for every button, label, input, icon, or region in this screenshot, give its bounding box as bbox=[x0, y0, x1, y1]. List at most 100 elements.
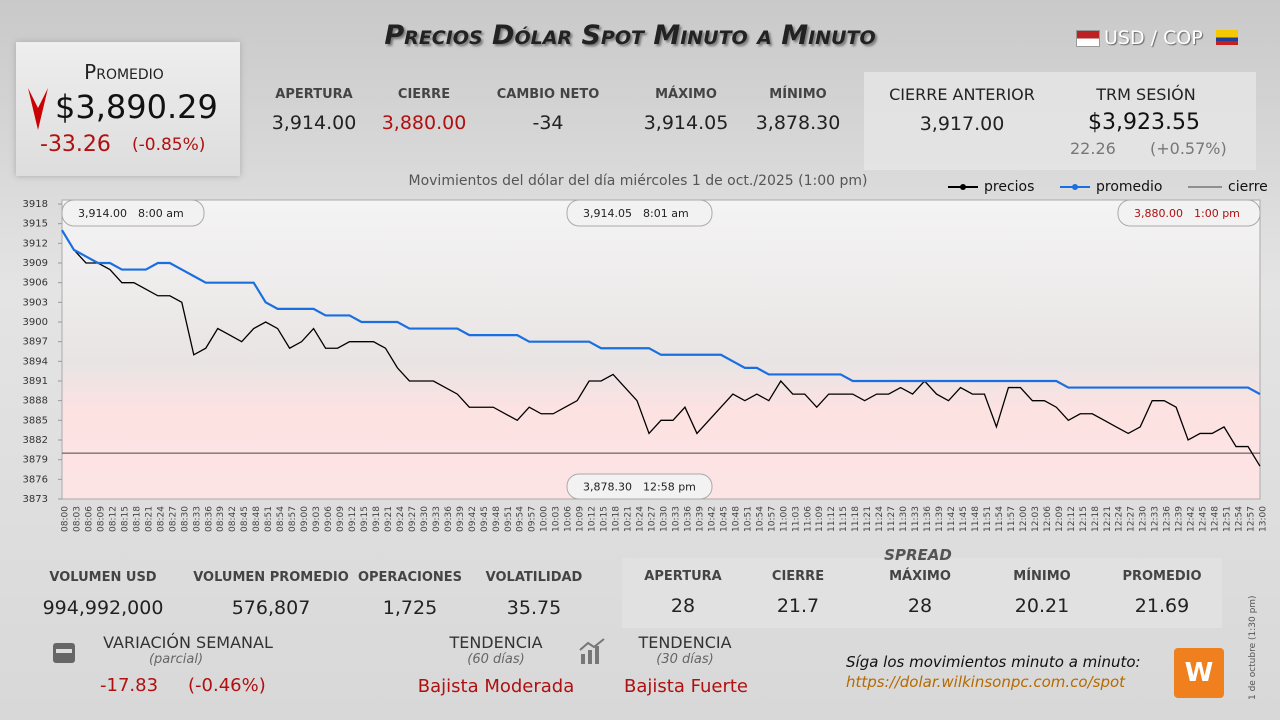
x-tick-label: 09:51 bbox=[504, 506, 514, 532]
x-tick-label: 09:33 bbox=[432, 506, 442, 532]
y-tick-label: 3912 bbox=[23, 238, 48, 249]
x-tick-label: 10:09 bbox=[576, 506, 586, 532]
trm-change-pct: (+0.57%) bbox=[1150, 139, 1227, 158]
y-tick-label: 3894 bbox=[23, 356, 48, 367]
x-tick-label: 11:06 bbox=[803, 506, 813, 532]
x-tick-label: 12:54 bbox=[1235, 506, 1245, 532]
x-tick-label: 11:51 bbox=[983, 506, 993, 532]
y-tick-label: 3891 bbox=[23, 376, 48, 387]
x-tick-label: 10:15 bbox=[600, 506, 610, 532]
x-tick-label: 11:48 bbox=[971, 506, 981, 532]
x-tick-label: 10:42 bbox=[707, 506, 717, 532]
down-arrow bbox=[28, 88, 48, 130]
footer-text: Síga los movimientos minuto a minuto: bbox=[846, 653, 1141, 671]
x-tick-label: 08:51 bbox=[264, 506, 274, 532]
x-tick-label: 12:39 bbox=[1175, 506, 1185, 532]
spread-label: CIERRE bbox=[771, 569, 825, 584]
session-label: MÁXIMO bbox=[655, 87, 717, 102]
calendar-icon bbox=[53, 643, 75, 663]
series-line bbox=[61, 229, 1261, 467]
y-tick-label: 3906 bbox=[23, 278, 48, 289]
trend30-note: (30 días) bbox=[656, 652, 714, 667]
x-tick-label: 12:45 bbox=[1199, 506, 1209, 532]
y-tick-label: 3879 bbox=[23, 455, 48, 466]
weekly-change-pct: (-0.46%) bbox=[188, 675, 266, 696]
spread-title: SPREAD bbox=[884, 546, 952, 564]
x-tick-label: 12:24 bbox=[1115, 506, 1125, 532]
x-tick-label: 09:42 bbox=[468, 506, 478, 532]
x-tick-label: 12:57 bbox=[1247, 506, 1257, 532]
y-tick-label: 3882 bbox=[23, 435, 48, 446]
session-value: 3,878.30 bbox=[755, 112, 841, 134]
x-tick-label: 10:48 bbox=[731, 506, 741, 532]
annotation-value: 3,914.05 bbox=[583, 207, 632, 220]
x-tick-label: 11:36 bbox=[923, 506, 933, 532]
annotation-time: 12:58 pm bbox=[643, 481, 696, 494]
y-tick-label: 3909 bbox=[23, 258, 48, 269]
x-tick-label: 09:06 bbox=[324, 506, 334, 532]
x-tick-label: 08:21 bbox=[144, 506, 154, 532]
x-tick-label: 10:39 bbox=[695, 506, 705, 532]
x-tick-label: 08:42 bbox=[228, 506, 238, 532]
co-flag bbox=[1216, 30, 1238, 45]
y-tick-label: 3903 bbox=[23, 297, 48, 308]
x-tick-label: 12:36 bbox=[1163, 506, 1173, 532]
x-tick-label: 08:06 bbox=[84, 506, 94, 532]
y-tick-label: 3876 bbox=[23, 474, 48, 485]
x-tick-label: 08:15 bbox=[120, 506, 130, 532]
annotation-box bbox=[1117, 199, 1261, 227]
trend30-value: Bajista Fuerte bbox=[624, 676, 748, 697]
pair: USD / COP bbox=[1104, 27, 1203, 49]
spread-value: 28 bbox=[907, 595, 933, 617]
chart-subtitle: Movimientos del dólar del día miércoles … bbox=[408, 173, 868, 189]
x-tick-label: 13:00 bbox=[1259, 506, 1269, 532]
annotation-box bbox=[566, 473, 713, 500]
spread-label: PROMEDIO bbox=[1122, 569, 1202, 584]
x-tick-label: 09:45 bbox=[480, 506, 490, 532]
summary-change-pct: (-0.85%) bbox=[132, 135, 206, 155]
x-tick-label: 11:24 bbox=[875, 506, 885, 532]
x-tick-label: 09:12 bbox=[348, 506, 358, 532]
x-tick-label: 10:54 bbox=[755, 506, 765, 532]
x-tick-label: 08:03 bbox=[72, 506, 82, 532]
x-tick-label: 12:27 bbox=[1127, 506, 1137, 532]
stat-value: 35.75 bbox=[506, 597, 562, 619]
trend60-note: (60 días) bbox=[467, 652, 525, 667]
annotation-box bbox=[566, 199, 713, 227]
summary-change: -33.26 bbox=[40, 132, 111, 157]
x-tick-label: 09:09 bbox=[336, 506, 346, 532]
spread-label: MÁXIMO bbox=[889, 569, 951, 584]
x-tick-label: 09:30 bbox=[420, 506, 430, 532]
spread-value: 20.21 bbox=[1014, 595, 1070, 617]
x-tick-label: 09:18 bbox=[372, 506, 382, 532]
weekly-change: -17.83 bbox=[100, 675, 159, 696]
x-tick-label: 08:33 bbox=[192, 506, 202, 532]
annotation-time: 8:01 am bbox=[643, 207, 689, 220]
x-tick-label: 08:30 bbox=[180, 506, 190, 532]
footer-link[interactable]: https://dolar.wilkinsonpc.com.co/spot bbox=[846, 673, 1126, 691]
x-tick-label: 11:57 bbox=[1007, 506, 1017, 532]
x-tick-label: 10:30 bbox=[660, 506, 670, 532]
x-tick-label: 08:36 bbox=[204, 506, 214, 532]
session-label: CIERRE bbox=[397, 87, 451, 102]
x-tick-label: 08:00 bbox=[61, 506, 71, 532]
annotation-value: 3,878.30 bbox=[583, 481, 632, 494]
trm-value: $3,923.55 bbox=[1088, 110, 1200, 135]
x-tick-label: 08:09 bbox=[96, 506, 106, 532]
x-tick-label: 11:27 bbox=[887, 506, 897, 532]
weekly-label: VARIACIÓN SEMANAL bbox=[103, 633, 273, 652]
x-tick-label: 12:12 bbox=[1067, 506, 1077, 532]
stat-value: 576,807 bbox=[231, 597, 311, 619]
session-value: -34 bbox=[532, 112, 564, 134]
x-tick-label: 09:21 bbox=[384, 506, 394, 532]
legend-label: promedio bbox=[1096, 179, 1163, 195]
x-tick-label: 09:27 bbox=[408, 506, 418, 532]
x-tick-label: 09:00 bbox=[300, 506, 310, 532]
stat-label: OPERACIONES bbox=[357, 570, 463, 585]
x-tick-label: 09:03 bbox=[312, 506, 322, 532]
annotation-box bbox=[61, 199, 205, 227]
x-tick-label: 11:03 bbox=[791, 506, 801, 532]
x-tick-label: 12:21 bbox=[1103, 506, 1113, 532]
legend-marker bbox=[960, 184, 966, 190]
